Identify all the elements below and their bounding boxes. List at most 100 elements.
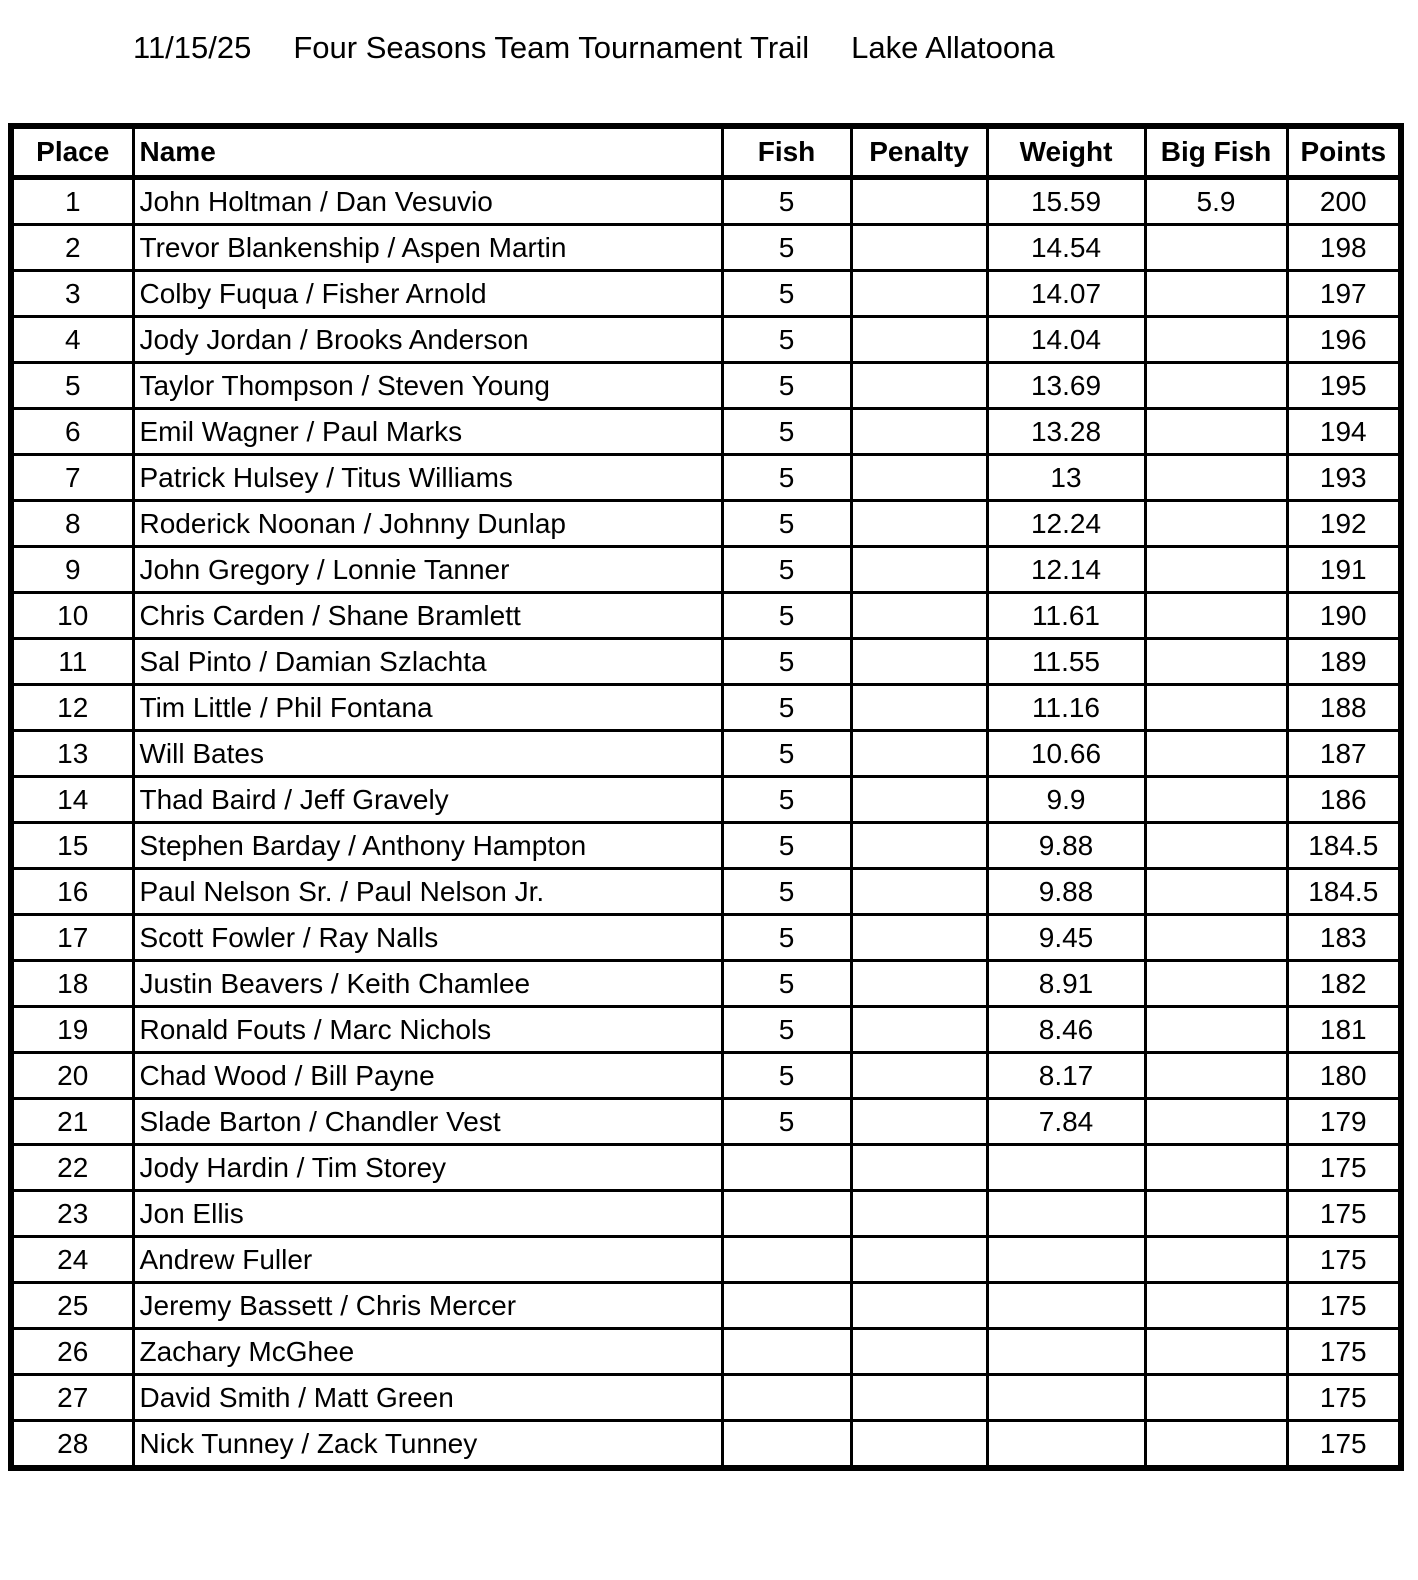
- cell-points: 183: [1285, 913, 1403, 962]
- cell-points: 175: [1285, 1235, 1403, 1284]
- cell-name: Stephen Barday / Anthony Hampton: [131, 821, 724, 870]
- cell-name: John Holtman / Dan Vesuvio: [131, 176, 724, 226]
- cell-fish: 5: [720, 361, 853, 410]
- cell-weight: [985, 1235, 1147, 1284]
- cell-points: 197: [1285, 269, 1403, 318]
- cell-fish: 5: [720, 1051, 853, 1100]
- cell-fish: 5: [720, 176, 853, 226]
- cell-penalty: [849, 867, 989, 916]
- lake-name: Lake Allatoona: [851, 30, 1055, 65]
- cell-place: 17: [9, 913, 135, 962]
- cell-big-fish: [1143, 683, 1289, 732]
- cell-weight: 8.17: [985, 1051, 1147, 1100]
- cell-name: Sal Pinto / Damian Szlachta: [131, 637, 724, 686]
- cell-place: 28: [9, 1419, 135, 1470]
- cell-place: 22: [9, 1143, 135, 1192]
- cell-fish: 5: [720, 867, 853, 916]
- cell-points: 191: [1285, 545, 1403, 594]
- table-row: 7 Patrick Hulsey / Titus Williams 5 13 193: [9, 453, 1403, 502]
- table-row: 19 Ronald Fouts / Marc Nichols 5 8.46 181: [9, 1005, 1403, 1054]
- cell-place: 16: [9, 867, 135, 916]
- cell-weight: 14.07: [985, 269, 1147, 318]
- cell-penalty: [849, 1005, 989, 1054]
- cell-points: 180: [1285, 1051, 1403, 1100]
- cell-fish: 5: [720, 913, 853, 962]
- cell-big-fish: [1143, 913, 1289, 962]
- cell-weight: 12.14: [985, 545, 1147, 594]
- cell-weight: 15.59: [985, 176, 1147, 226]
- cell-name: Justin Beavers / Keith Chamlee: [131, 959, 724, 1008]
- cell-penalty: [849, 1373, 989, 1422]
- date: 11/15/25: [133, 30, 252, 65]
- results-table: Place Name Fish Penalty Weight Big Fish Points…: [8, 123, 1404, 1471]
- cell-place: 19: [9, 1005, 135, 1054]
- cell-big-fish: [1143, 453, 1289, 502]
- cell-points: 182: [1285, 959, 1403, 1008]
- cell-fish: 5: [720, 683, 853, 732]
- cell-weight: 10.66: [985, 729, 1147, 778]
- cell-penalty: [849, 591, 989, 640]
- cell-big-fish: [1143, 821, 1289, 870]
- cell-big-fish: [1143, 1327, 1289, 1376]
- cell-points: 188: [1285, 683, 1403, 732]
- cell-name: Slade Barton / Chandler Vest: [131, 1097, 724, 1146]
- cell-points: 181: [1285, 1005, 1403, 1054]
- cell-place: 26: [9, 1327, 135, 1376]
- cell-penalty: [849, 1235, 989, 1284]
- cell-weight: 14.04: [985, 315, 1147, 364]
- table-row: 17 Scott Fowler / Ray Nalls 5 9.45 183: [9, 913, 1403, 962]
- cell-big-fish: [1143, 361, 1289, 410]
- cell-fish: 5: [720, 269, 853, 318]
- cell-penalty: [849, 821, 989, 870]
- column-header-place: Place: [9, 124, 135, 180]
- cell-points: 184.5: [1285, 867, 1403, 916]
- table-row: 18 Justin Beavers / Keith Chamlee 5 8.91 182: [9, 959, 1403, 1008]
- cell-name: Ronald Fouts / Marc Nichols: [131, 1005, 724, 1054]
- table-row: 25 Jeremy Bassett / Chris Mercer 175: [9, 1281, 1403, 1330]
- cell-penalty: [849, 959, 989, 1008]
- cell-name: Roderick Noonan / Johnny Dunlap: [131, 499, 724, 548]
- cell-weight: [985, 1143, 1147, 1192]
- table-row: 10 Chris Carden / Shane Bramlett 5 11.61 190: [9, 591, 1403, 640]
- cell-big-fish: [1143, 1235, 1289, 1284]
- cell-place: 25: [9, 1281, 135, 1330]
- cell-name: Jody Jordan / Brooks Anderson: [131, 315, 724, 364]
- cell-fish: 5: [720, 637, 853, 686]
- cell-big-fish: [1143, 1097, 1289, 1146]
- table-row: 16 Paul Nelson Sr. / Paul Nelson Jr. 5 9.88…: [9, 867, 1403, 916]
- cell-place: 15: [9, 821, 135, 870]
- cell-name: Paul Nelson Sr. / Paul Nelson Jr.: [131, 867, 724, 916]
- cell-fish: [720, 1281, 853, 1330]
- cell-points: 184.5: [1285, 821, 1403, 870]
- cell-fish: 5: [720, 821, 853, 870]
- table-row: 15 Stephen Barday / Anthony Hampton 5 9.88 1…: [9, 821, 1403, 870]
- cell-penalty: [849, 223, 989, 272]
- cell-place: 18: [9, 959, 135, 1008]
- cell-fish: 5: [720, 545, 853, 594]
- page-title: 11/15/25 Four Seasons Team Tournament Tra…: [133, 30, 1097, 66]
- cell-name: David Smith / Matt Green: [131, 1373, 724, 1422]
- cell-name: Patrick Hulsey / Titus Williams: [131, 453, 724, 502]
- cell-penalty: [849, 637, 989, 686]
- column-header-big-fish: Big Fish: [1143, 124, 1289, 180]
- cell-fish: [720, 1235, 853, 1284]
- cell-fish: 5: [720, 407, 853, 456]
- cell-fish: [720, 1327, 853, 1376]
- cell-big-fish: [1143, 1373, 1289, 1422]
- cell-big-fish: [1143, 1281, 1289, 1330]
- table-row: 13 Will Bates 5 10.66 187: [9, 729, 1403, 778]
- cell-fish: 5: [720, 959, 853, 1008]
- cell-name: John Gregory / Lonnie Tanner: [131, 545, 724, 594]
- table-row: 1 John Holtman / Dan Vesuvio 5 15.59 5.9 200: [9, 176, 1403, 226]
- cell-place: 13: [9, 729, 135, 778]
- column-header-fish: Fish: [720, 124, 853, 180]
- cell-points: 175: [1285, 1373, 1403, 1422]
- cell-weight: 9.45: [985, 913, 1147, 962]
- cell-penalty: [849, 1189, 989, 1238]
- cell-weight: 13.28: [985, 407, 1147, 456]
- table-row: 28 Nick Tunney / Zack Tunney 175: [9, 1419, 1403, 1470]
- cell-big-fish: [1143, 637, 1289, 686]
- cell-fish: 5: [720, 1005, 853, 1054]
- cell-penalty: [849, 913, 989, 962]
- cell-points: 193: [1285, 453, 1403, 502]
